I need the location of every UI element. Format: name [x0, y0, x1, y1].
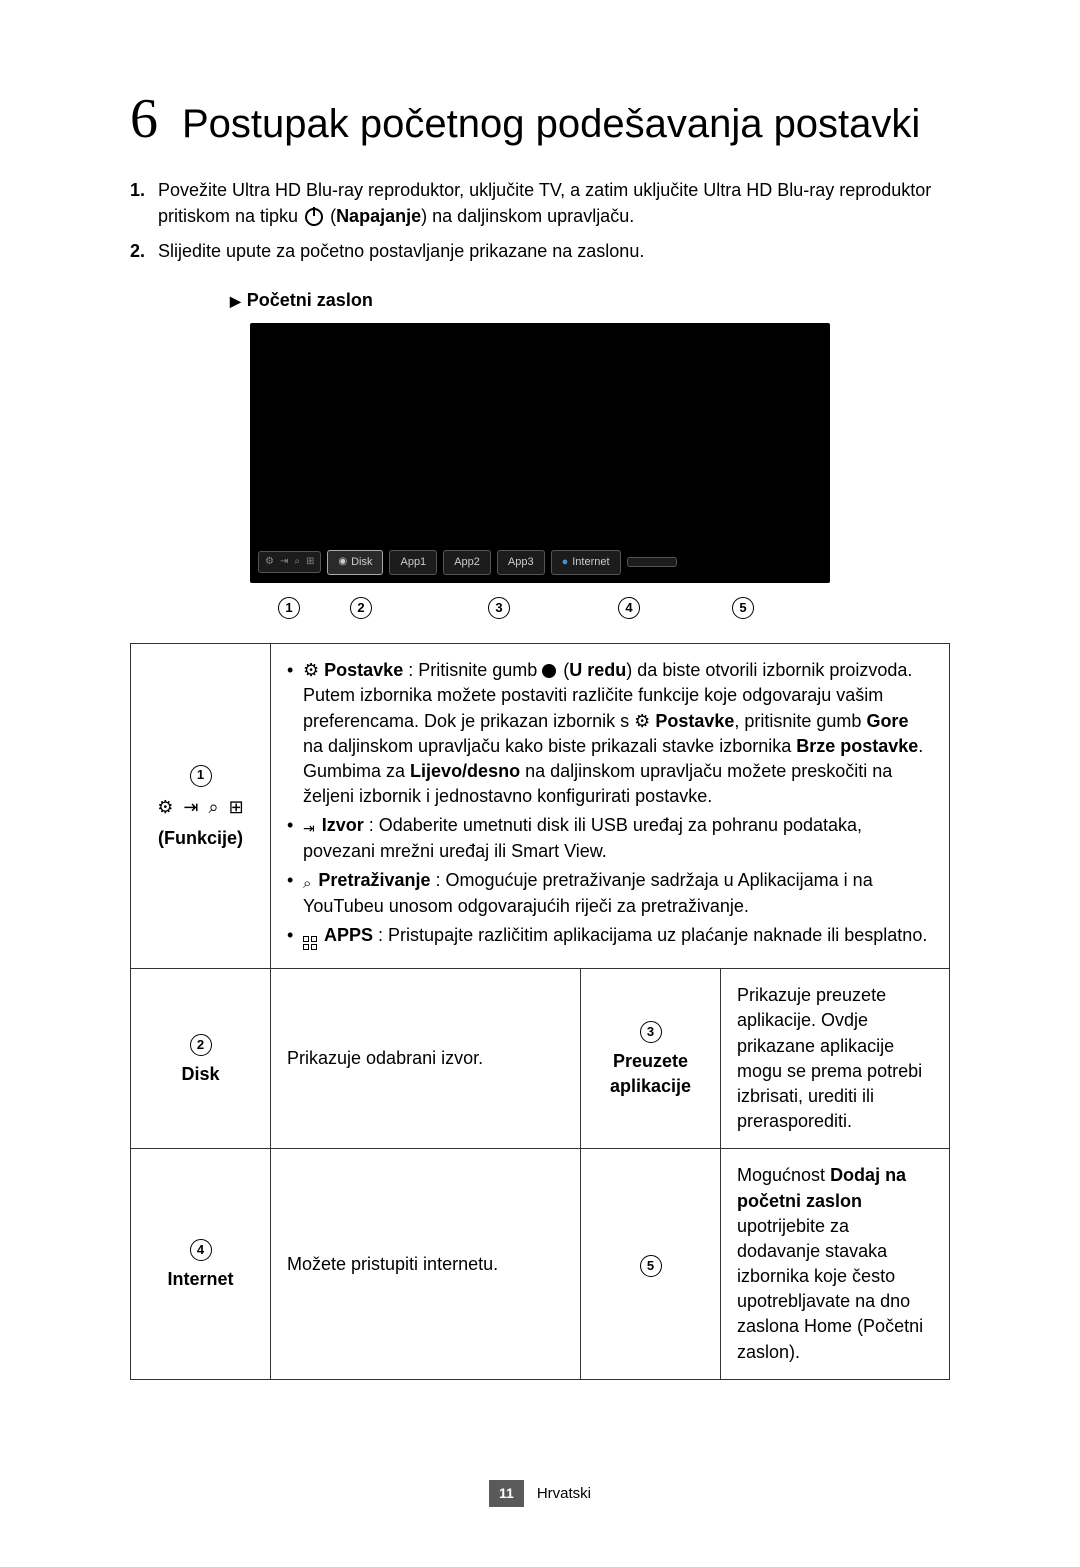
- gear-icon: ⚙: [303, 660, 319, 680]
- circ-5: 5: [640, 1255, 662, 1277]
- bullet-search: • ⌕ Pretraživanje : Omogućuje pretraživa…: [287, 868, 933, 919]
- circ-3: 3: [640, 1021, 662, 1043]
- apps-icon: [303, 936, 317, 950]
- text: , pritisnite gumb: [734, 711, 866, 731]
- search-icon: ⌕: [294, 555, 300, 569]
- cell-internet-header: 4 Internet: [131, 1149, 271, 1380]
- gear-icon: ⚙: [157, 795, 173, 820]
- apps-icon: ⊞: [306, 555, 314, 569]
- chapter-title: Postupak početnog podešavanja postavki: [182, 102, 920, 146]
- callout-1: 1: [278, 597, 300, 619]
- chapter-number: 6: [130, 80, 158, 158]
- search-icon: ⌕: [303, 873, 311, 894]
- features-table: 1 ⚙ ⇥ ⌕ ⊞ (Funkcije) • ⚙ Postavke : Prit…: [130, 643, 950, 1380]
- taskbar-functions-group: ⚙ ⇥ ⌕ ⊞: [258, 551, 321, 573]
- power-icon: [305, 208, 323, 226]
- bullet-apps: • APPS : Pristupajte različitim aplikaci…: [287, 923, 933, 950]
- text: : Pritisnite gumb: [403, 660, 542, 680]
- cell-add-body: Mogućnost Dodaj na početni zaslon upotri…: [721, 1149, 950, 1380]
- table-row: 2 Disk Prikazuje odabrani izvor. 3 Preuz…: [131, 969, 950, 1149]
- bullet-source: • ⇥ Izvor : Odaberite umetnuti disk ili …: [287, 813, 933, 864]
- home-screen-illustration: ⚙ ⇥ ⌕ ⊞ ◉Disk App1 App2 App3 ●Internet: [250, 323, 830, 583]
- disk-label: Disk: [147, 1062, 254, 1087]
- source-icon: ⇥: [303, 819, 315, 839]
- step-1: 1. Povežite Ultra HD Blu-ray reproduktor…: [130, 178, 950, 228]
- taskbar-app2: App2: [443, 550, 491, 575]
- cell-downloaded-header: 3 Preuzete aplikacije: [581, 969, 721, 1149]
- step-2: 2. Slijedite upute za početno postavljan…: [130, 239, 950, 264]
- settings-label: Postavke: [324, 660, 403, 680]
- cell-functions-header: 1 ⚙ ⇥ ⌕ ⊞ (Funkcije): [131, 644, 271, 969]
- callout-labels: 1 2 3 4 5: [250, 597, 830, 623]
- table-row: 1 ⚙ ⇥ ⌕ ⊞ (Funkcije) • ⚙ Postavke : Prit…: [131, 644, 950, 969]
- circ-2: 2: [190, 1034, 212, 1056]
- taskbar-empty: [627, 557, 677, 567]
- source-icon: ⇥: [183, 795, 198, 820]
- circ-1: 1: [190, 765, 212, 787]
- taskbar-app1: App1: [389, 550, 437, 575]
- taskbar: ⚙ ⇥ ⌕ ⊞ ◉Disk App1 App2 App3 ●Internet: [258, 550, 822, 575]
- cell-internet-body: Možete pristupiti internetu.: [271, 1149, 581, 1380]
- ok-label: U redu: [569, 660, 626, 680]
- cell-disk-body: Prikazuje odabrani izvor.: [271, 969, 581, 1149]
- ok-button-icon: [542, 664, 556, 678]
- search-label: Pretraživanje: [318, 870, 430, 890]
- bullet-settings: • ⚙ Postavke : Pritisnite gumb (U redu) …: [287, 658, 933, 809]
- apps-label: APPS: [324, 925, 373, 945]
- power-label: Napajanje: [336, 206, 421, 226]
- source-label: Izvor: [322, 815, 364, 835]
- cell-functions-body: • ⚙ Postavke : Pritisnite gumb (U redu) …: [271, 644, 950, 969]
- text: : Pristupajte različitim aplikacijama uz…: [373, 925, 927, 945]
- gear-icon: ⚙: [634, 711, 650, 731]
- table-row: 4 Internet Možete pristupiti internetu. …: [131, 1149, 950, 1380]
- taskbar-internet: ●Internet: [551, 550, 621, 575]
- internet-label: Internet: [147, 1267, 254, 1292]
- functions-label: (Funkcije): [147, 826, 254, 851]
- screen-section-label: Početni zaslon: [230, 288, 950, 313]
- step-marker: 1.: [130, 178, 158, 228]
- text: Mogućnost: [737, 1165, 830, 1185]
- callout-4: 4: [618, 597, 640, 619]
- page-number: 11: [489, 1480, 524, 1508]
- taskbar-disk: ◉Disk: [327, 550, 383, 575]
- quick-settings-label: Brze postavke: [796, 736, 918, 756]
- circ-4: 4: [190, 1239, 212, 1261]
- text: upotrijebite za dodavanje stavaka izborn…: [737, 1216, 923, 1362]
- settings-label2: Postavke: [655, 711, 734, 731]
- cell-disk-header: 2 Disk: [131, 969, 271, 1149]
- callout-3: 3: [488, 597, 510, 619]
- left-right-label: Lijevo/desno: [410, 761, 520, 781]
- callout-2: 2: [350, 597, 372, 619]
- callout-5: 5: [732, 597, 754, 619]
- page-footer: 11 Hrvatski: [130, 1480, 950, 1508]
- gear-icon: ⚙: [265, 555, 274, 569]
- footer-language: Hrvatski: [537, 1485, 591, 1502]
- step-marker: 2.: [130, 239, 158, 264]
- text: : Odaberite umetnuti disk ili USB uređaj…: [303, 815, 862, 861]
- downloaded-label: Preuzete aplikacije: [597, 1049, 704, 1099]
- step-text-post: ) na daljinskom upravljaču.: [421, 206, 634, 226]
- text: na daljinskom upravljaču kako biste prik…: [303, 736, 796, 756]
- apps-icon: ⊞: [229, 795, 244, 820]
- taskbar-app3: App3: [497, 550, 545, 575]
- up-label: Gore: [866, 711, 908, 731]
- search-icon: ⌕: [209, 795, 219, 820]
- cell-add-header: 5: [581, 1149, 721, 1380]
- cell-downloaded-body: Prikazuje preuzete aplikacije. Ovdje pri…: [721, 969, 950, 1149]
- step-text: Slijedite upute za početno postavljanje …: [158, 239, 950, 264]
- source-icon: ⇥: [280, 555, 288, 569]
- steps-list: 1. Povežite Ultra HD Blu-ray reproduktor…: [130, 178, 950, 264]
